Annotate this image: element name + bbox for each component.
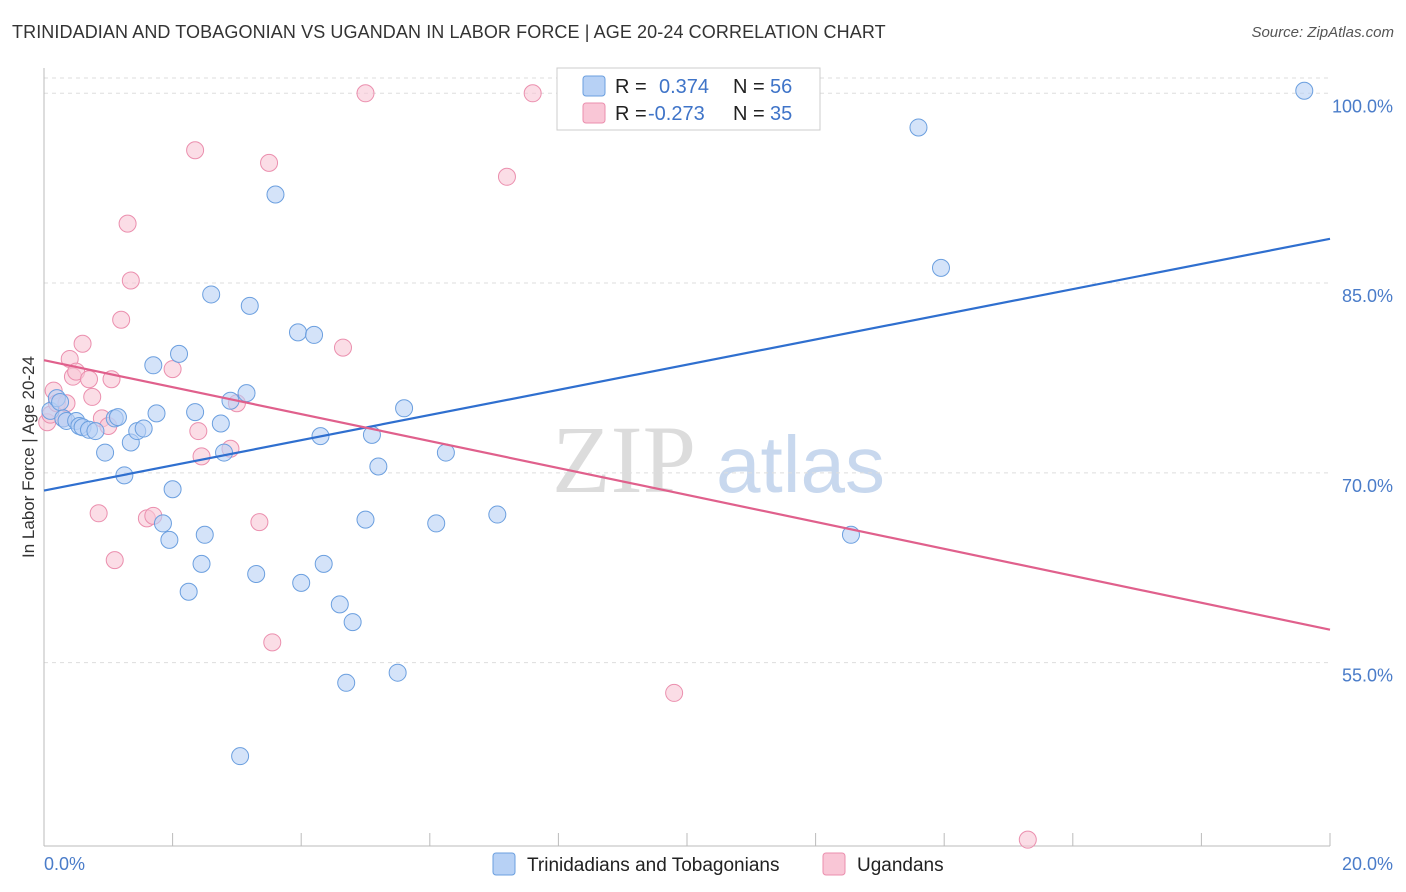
data-point-series1 (356, 510, 375, 529)
data-point-series1 (395, 399, 414, 418)
data-point-series1 (153, 514, 172, 533)
data-point-series2 (192, 447, 211, 466)
y-tick-label: 85.0% (1342, 286, 1393, 306)
data-point-series2 (112, 310, 131, 329)
data-point-series1 (240, 296, 259, 315)
data-point-series2 (80, 370, 99, 389)
data-point-series1 (96, 443, 115, 462)
data-point-series1 (108, 408, 127, 427)
data-point-series1 (1295, 81, 1314, 100)
y-tick-label: 70.0% (1342, 476, 1393, 496)
bottom-legend-label-series2: Ugandans (857, 855, 944, 876)
data-point-series1 (144, 356, 163, 375)
data-point-series2 (118, 214, 137, 233)
legend-r-value-series1: 0.374 (659, 76, 709, 98)
data-point-series1 (337, 673, 356, 692)
legend-swatch-series2 (582, 102, 606, 124)
data-point-series1 (231, 747, 250, 766)
trend-line-series1 (43, 237, 1331, 492)
data-point-series1 (237, 384, 256, 403)
data-point-series1 (179, 582, 198, 601)
data-point-series1 (314, 554, 333, 573)
data-point-series1 (186, 403, 205, 422)
chart-title: TRINIDADIAN AND TOBAGONIAN VS UGANDAN IN… (12, 22, 886, 42)
data-point-series1 (192, 554, 211, 573)
data-point-series1 (202, 285, 221, 304)
data-point-series1 (86, 422, 105, 441)
data-point-series1 (305, 325, 324, 344)
data-point-series2 (665, 683, 684, 702)
data-point-series1 (195, 525, 214, 544)
data-point-series1 (388, 663, 407, 682)
x-tick-label-max: 20.0% (1342, 854, 1393, 874)
data-points (38, 81, 1314, 849)
y-tick-labels: 55.0% 70.0% 85.0% 100.0% (1332, 96, 1393, 685)
data-point-series2 (263, 633, 282, 652)
grid-lines (44, 77, 1330, 664)
bottom-legend-swatch-series2 (822, 852, 846, 876)
bottom-legend-swatch-series1 (492, 852, 516, 876)
data-point-series1 (247, 565, 266, 584)
legend-n-value-series1: 56 (770, 76, 792, 98)
data-point-series1 (266, 185, 285, 204)
x-tick-marks (43, 833, 1331, 846)
data-point-series2 (497, 167, 516, 186)
data-point-series2 (121, 271, 140, 290)
x-tick-label-min: 0.0% (44, 854, 85, 874)
data-point-series1 (163, 480, 182, 499)
legend-stats-box: R = 0.374 N = 56 R = -0.273 N = 35 (556, 67, 821, 131)
data-point-series1 (211, 414, 230, 433)
data-point-series2 (163, 360, 182, 379)
data-point-series1 (170, 344, 189, 363)
data-point-series1 (909, 118, 928, 137)
data-point-series2 (105, 551, 124, 570)
data-point-series2 (523, 84, 542, 103)
legend-r-label-series1: R = (615, 76, 647, 98)
data-point-series2 (89, 504, 108, 523)
data-point-series1 (488, 505, 507, 524)
data-point-series2 (186, 141, 205, 160)
bottom-legend-label-series1: Trinidadians and Tobagonians (527, 855, 779, 876)
watermark-zip: ZIP (552, 406, 696, 513)
legend-r-label-series2: R = (615, 103, 647, 125)
data-point-series1 (147, 404, 166, 423)
data-point-series1 (931, 258, 950, 277)
watermark-atlas: atlas (716, 420, 885, 509)
data-point-series2 (1018, 830, 1037, 849)
data-point-series1 (134, 419, 153, 438)
data-point-series2 (260, 153, 279, 172)
legend-series-box: Trinidadians and Tobagonians Ugandans (492, 852, 944, 876)
data-point-series2 (83, 387, 102, 406)
legend-r-value-series2: -0.273 (648, 103, 705, 125)
y-tick-label: 100.0% (1332, 96, 1393, 116)
data-point-series2 (73, 334, 92, 353)
legend-n-label-series2: N = (733, 103, 765, 125)
data-point-series2 (356, 84, 375, 103)
data-point-series2 (333, 338, 352, 357)
legend-swatch-series1 (582, 75, 606, 97)
data-point-series1 (292, 573, 311, 592)
trend-lines (43, 237, 1331, 631)
data-point-series1 (51, 392, 70, 411)
data-point-series1 (427, 514, 446, 533)
y-tick-label: 55.0% (1342, 666, 1393, 686)
data-point-series1 (330, 595, 349, 614)
data-point-series2 (189, 422, 208, 441)
trend-line-series2 (43, 359, 1331, 631)
data-point-series1 (288, 323, 307, 342)
legend-n-value-series2: 35 (770, 103, 792, 125)
data-point-series1 (160, 530, 179, 549)
y-axis-label: In Labor Force | Age 20-24 (19, 356, 38, 558)
data-point-series1 (215, 443, 234, 462)
chart-source: Source: ZipAtlas.com (1251, 24, 1394, 41)
legend-n-label-series1: N = (733, 76, 765, 98)
data-point-series1 (343, 613, 362, 632)
data-point-series1 (369, 457, 388, 476)
data-point-series2 (250, 513, 269, 532)
